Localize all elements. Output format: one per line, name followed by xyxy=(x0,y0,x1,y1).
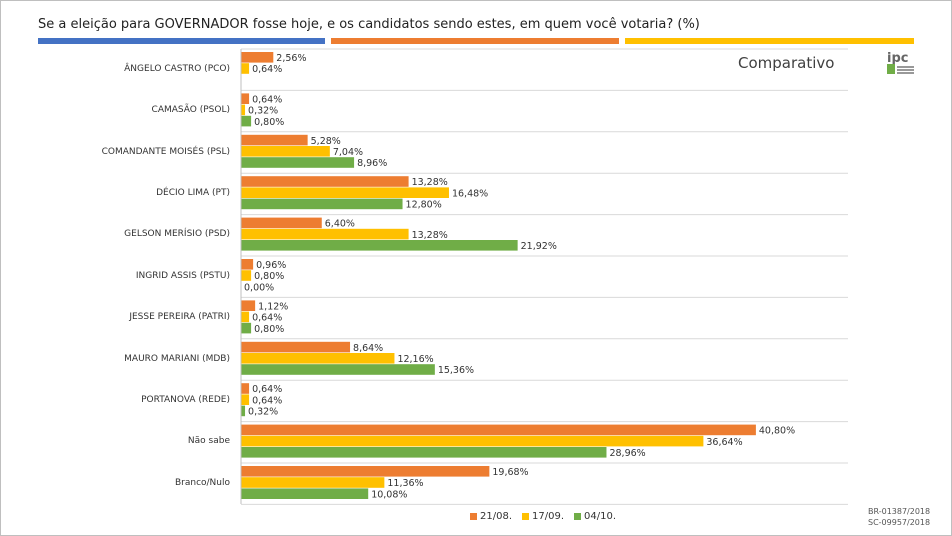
data-label: 0,64% xyxy=(252,384,282,395)
bar xyxy=(241,270,252,281)
category-label: Não sabe xyxy=(187,436,230,447)
legend-swatch xyxy=(522,513,529,520)
bar xyxy=(241,52,274,63)
data-label: 10,08% xyxy=(371,489,407,500)
legend-label: 17/09. xyxy=(532,511,564,522)
bar xyxy=(241,383,250,394)
legend-swatch xyxy=(470,513,477,520)
category-label: CAMASÃO (PSOL) xyxy=(151,105,230,116)
bar xyxy=(241,187,449,198)
data-label: 19,68% xyxy=(492,467,528,478)
category-label: INGRID ASSIS (PSTU) xyxy=(135,270,230,281)
bar xyxy=(241,424,756,436)
data-label: 0,64% xyxy=(252,395,282,406)
registration-br: BR-01387/2018 xyxy=(868,507,931,516)
bar xyxy=(241,311,250,323)
data-label: 16,48% xyxy=(452,188,488,199)
category-label: ÂNGELO CASTRO (PCO) xyxy=(124,63,230,74)
data-label: 0,80% xyxy=(254,324,284,335)
bar xyxy=(241,198,403,210)
bar xyxy=(241,146,330,157)
data-label: 5,28% xyxy=(311,136,341,147)
data-label: 0,64% xyxy=(252,313,282,324)
data-label: 40,80% xyxy=(759,426,795,437)
bar xyxy=(241,435,704,447)
bar xyxy=(241,322,252,334)
chart-title: Se a eleição para GOVERNADOR fosse hoje,… xyxy=(38,17,700,32)
data-label: 13,28% xyxy=(412,230,448,241)
legend-label: 21/08. xyxy=(480,511,512,522)
header-stripe-blue xyxy=(38,38,325,44)
bar xyxy=(241,466,490,477)
legend-item: 17/09. xyxy=(522,511,564,522)
legend-item: 04/10. xyxy=(574,511,616,522)
data-label: 2,56% xyxy=(276,53,306,64)
category-label: COMANDANTE MOISÉS (PSL) xyxy=(101,146,230,157)
ipc-logo: ipc xyxy=(887,51,914,74)
bar xyxy=(241,341,351,353)
category-label: PORTANOVA (REDE) xyxy=(141,394,230,405)
data-label: 0,80% xyxy=(254,117,284,128)
bar xyxy=(241,217,322,229)
data-label: 13,28% xyxy=(412,177,448,188)
chart-legend: 21/08. 17/09. 04/10. xyxy=(470,511,616,522)
bar xyxy=(241,115,252,127)
data-label: 7,04% xyxy=(333,147,363,158)
logo-text: ipc xyxy=(887,51,908,66)
category-label: Branco/Nulo xyxy=(174,477,230,488)
bar xyxy=(241,364,435,375)
header-stripe-yellow xyxy=(625,38,914,44)
bar xyxy=(241,104,246,116)
bar xyxy=(241,447,607,458)
bar xyxy=(241,394,250,405)
category-label: DÉCIO LIMA (PT) xyxy=(156,187,230,198)
data-label: 28,96% xyxy=(609,448,645,459)
data-label: 36,64% xyxy=(706,437,742,448)
data-label: 0,32% xyxy=(248,407,278,418)
data-label: 0,64% xyxy=(252,64,282,75)
data-label: 12,16% xyxy=(397,354,433,365)
data-label: 12,80% xyxy=(406,200,442,211)
legend-swatch xyxy=(574,513,581,520)
bar xyxy=(241,405,246,417)
category-label: JESSE PEREIRA (PATRI) xyxy=(129,312,230,323)
bar xyxy=(241,240,518,251)
registration-sc: SC-09957/2018 xyxy=(868,518,931,527)
data-label: 0,00% xyxy=(244,282,274,293)
data-label: 21,92% xyxy=(521,241,557,252)
data-label: 0,80% xyxy=(254,271,284,282)
bar xyxy=(241,134,308,146)
bar xyxy=(241,259,254,270)
data-label: 0,64% xyxy=(252,94,282,105)
data-label: 8,64% xyxy=(353,343,383,354)
data-label: 6,40% xyxy=(325,219,355,230)
bar xyxy=(241,353,395,364)
data-label: 15,36% xyxy=(438,365,474,376)
legend-item: 21/08. xyxy=(470,511,512,522)
bar xyxy=(241,477,385,488)
data-label: 1,12% xyxy=(258,301,288,312)
bar xyxy=(241,488,369,499)
bar xyxy=(241,157,355,168)
chart-subtitle: Comparativo xyxy=(738,54,835,72)
bar xyxy=(241,176,409,187)
data-label: 11,36% xyxy=(387,478,423,489)
bar xyxy=(241,63,250,74)
header-stripe-orange xyxy=(331,38,619,44)
legend-label: 04/10. xyxy=(584,511,616,522)
data-label: 8,96% xyxy=(357,158,387,169)
data-label: 0,32% xyxy=(248,106,278,117)
bar xyxy=(241,228,409,240)
category-label: MAURO MARIANI (MDB) xyxy=(124,353,230,364)
bar xyxy=(241,300,256,311)
category-label: GELSON MERÍSIO (PSD) xyxy=(124,229,230,240)
data-label: 0,96% xyxy=(256,260,286,271)
bar xyxy=(241,93,250,104)
